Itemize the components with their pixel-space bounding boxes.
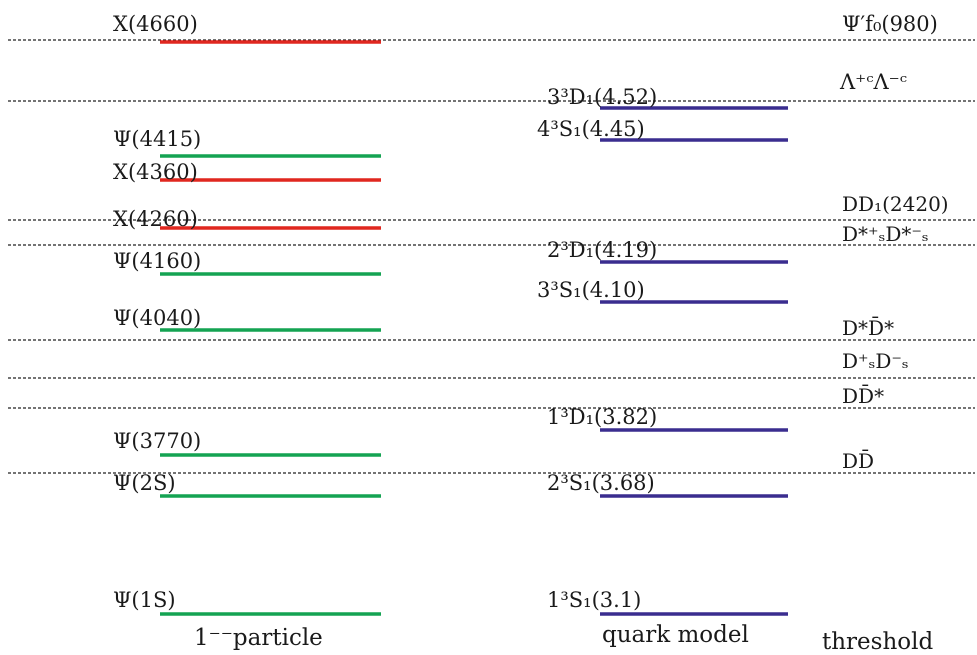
- quark-model-column: 3³D₁(4.52) 4³S₁(4.45) 2³D₁(4.19) 3³S₁(4.…: [537, 85, 788, 616]
- threshold-label-lambda-c: Λ⁺ᶜΛ⁻ᶜ: [839, 70, 907, 94]
- threshold-label-dd1: DD₁(2420): [842, 192, 949, 216]
- quark-label-2s1-368: 2³S₁(3.68): [547, 471, 655, 495]
- quark-label-1d1-382: 1³D₁(3.82): [547, 405, 657, 429]
- particle-column: X(4660) Ψ(4415) X(4360) X(4260) Ψ(4160) …: [113, 12, 381, 616]
- footer-quark-model: quark model: [602, 622, 749, 648]
- footer-particle: 1⁻⁻particle: [194, 625, 323, 651]
- threshold-column: Ψ′f₀(980) Λ⁺ᶜΛ⁻ᶜ DD₁(2420) D*⁺ₛD*⁻ₛ D*D̄…: [839, 12, 949, 473]
- quark-label-3s1-410: 3³S₁(4.10): [537, 278, 645, 302]
- threshold-label-d-dstarbar: DD̄*: [842, 383, 884, 408]
- particle-label-x4260: X(4260): [113, 207, 198, 231]
- quark-label-4s1-445: 4³S₁(4.45): [537, 117, 645, 141]
- particle-label-psi4040: Ψ(4040): [113, 306, 201, 330]
- particle-label-psi4160: Ψ(4160): [113, 249, 201, 273]
- quark-label-3d1-452: 3³D₁(4.52): [547, 85, 657, 109]
- particle-label-psi2s: Ψ(2S): [113, 471, 176, 495]
- threshold-label-psi-f0: Ψ′f₀(980): [842, 12, 938, 36]
- footer-threshold: threshold: [822, 629, 933, 655]
- particle-label-x4360: X(4360): [113, 160, 198, 184]
- column-footers: 1⁻⁻particle quark model threshold: [194, 622, 933, 655]
- particle-label-psi3770: Ψ(3770): [113, 429, 201, 453]
- quark-label-2d1-419: 2³D₁(4.19): [547, 238, 657, 262]
- threshold-label-dsstar: D*⁺ₛD*⁻ₛ: [842, 222, 929, 246]
- particle-label-psi1s: Ψ(1S): [113, 588, 176, 612]
- threshold-label-ds-ds: D⁺ₛD⁻ₛ: [842, 349, 909, 373]
- particle-label-psi4415: Ψ(4415): [113, 127, 201, 151]
- threshold-lines: [8, 39, 975, 474]
- threshold-label-dstar-dstarbar: D*D̄*: [842, 315, 894, 340]
- threshold-label-d-dbar: DD̄: [842, 448, 874, 473]
- particle-label-x4660: X(4660): [113, 12, 198, 36]
- quark-label-1s1-31: 1³S₁(3.1): [547, 588, 641, 612]
